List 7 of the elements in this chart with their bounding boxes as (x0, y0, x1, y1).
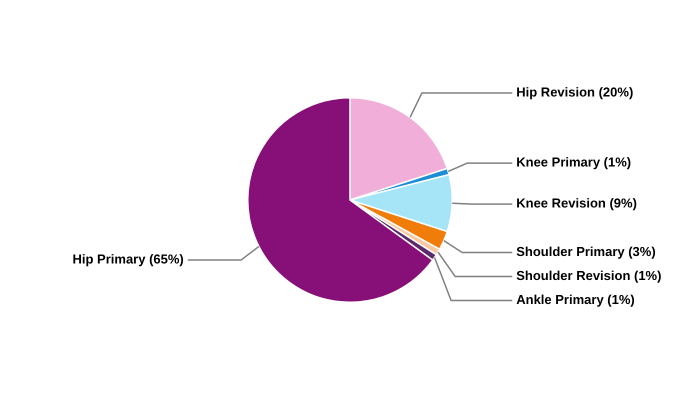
slice-label: Knee Revision (9%) (516, 196, 637, 211)
slice-label: Ankle Primary (1%) (516, 292, 635, 308)
slice-label: Hip Primary (65%) (72, 252, 184, 267)
slice-label: Knee Primary (1%) (516, 154, 632, 170)
slice-label: Hip Revision (20%) (516, 84, 634, 100)
slice-label: Shoulder Revision (1%) (516, 268, 662, 284)
slice-label: Shoulder Primary (3%) (516, 244, 656, 260)
